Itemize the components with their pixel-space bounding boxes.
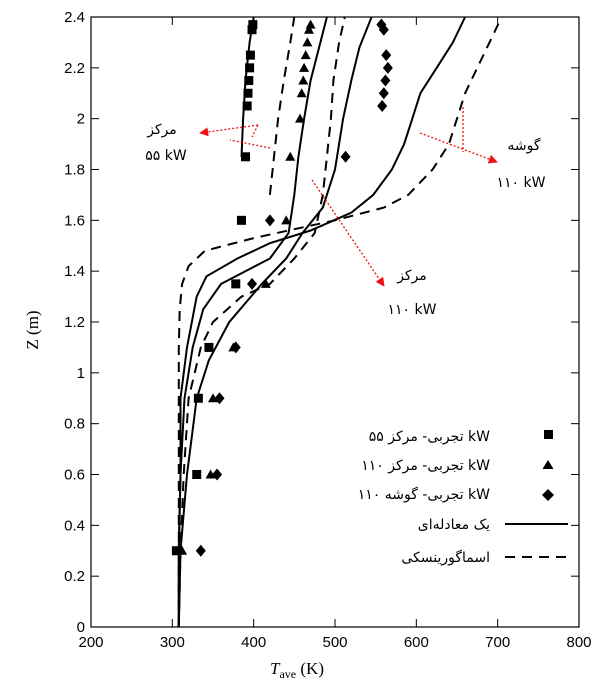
y-tick-label: 1.8 [64, 162, 85, 179]
data-point-diamond [195, 544, 206, 557]
legend-diamond-marker [542, 489, 554, 501]
curves-layer [177, 16, 503, 628]
data-point-square [247, 25, 257, 35]
annotation-center-55kw-line2: ۵۵ kW [145, 148, 187, 164]
data-point-square [245, 63, 255, 73]
y-tick-label: 2 [77, 111, 85, 128]
y-tick-label: 0.4 [64, 517, 85, 534]
data-point-diamond [214, 392, 225, 405]
arrow-center-110kw [311, 179, 385, 287]
y-tick-label: 0.2 [64, 568, 85, 585]
legend: تجربی- مرکز ۵۵ kW تجربی- مرکز ۱۱۰ kW تجر… [358, 429, 568, 566]
data-point-triangle [296, 88, 307, 98]
annotation-center-55kw-line1: مرکز [146, 122, 177, 138]
data-point-diamond [382, 61, 393, 74]
data-point-triangle [295, 113, 306, 123]
y-tick-label: 0.6 [64, 467, 85, 484]
data-point-square [241, 152, 251, 162]
data-point-square [171, 546, 181, 556]
legend-label-smagorinsky: اسماگورینسکی [401, 549, 490, 566]
y-tick-label: 1.4 [64, 263, 85, 280]
y-tick-label: 1 [77, 365, 85, 382]
x-tick-label: 400 [241, 634, 266, 651]
markers-layer [171, 18, 393, 557]
series-line-solid-2 [177, 16, 373, 628]
x-tick-label: 700 [485, 634, 510, 651]
legend-label-exp-center-55: تجربی- مرکز ۵۵ kW [369, 429, 490, 445]
data-point-square [231, 279, 241, 289]
data-point-triangle [260, 278, 271, 288]
data-point-triangle [298, 75, 309, 85]
y-tick-label: 0 [77, 619, 85, 636]
data-point-triangle [305, 19, 316, 29]
data-point-triangle [208, 393, 218, 403]
data-point-triangle [302, 37, 313, 47]
arrow-corner-110kw [419, 107, 497, 162]
x-tick-label: 800 [566, 634, 591, 651]
data-point-square [204, 342, 214, 352]
data-point-square [192, 470, 202, 479]
legend-triangle-marker [542, 460, 554, 469]
annotation-center-110kw-line1: مرکز [396, 268, 427, 284]
legend-square-marker [544, 430, 553, 439]
legend-label-one-equation: یک معادله‌ای [418, 517, 490, 533]
y-tick-label: 1.6 [64, 212, 85, 229]
series-line-dashed-4 [177, 16, 503, 627]
x-axis-title: Tave (K) [270, 659, 324, 681]
data-point-diamond [378, 87, 389, 100]
data-point-square [242, 101, 252, 111]
data-point-diamond [376, 18, 387, 31]
series-line-solid-0 [177, 16, 467, 627]
data-point-square [244, 76, 254, 86]
data-point-square [245, 50, 255, 60]
y-tick-label: 2.4 [64, 9, 85, 26]
y-tick-label: 1.2 [64, 314, 85, 331]
data-point-triangle [300, 50, 311, 60]
data-point-diamond [381, 49, 392, 62]
legend-label-exp-corner-110: تجربی- گوشه ۱۱۰ kW [358, 486, 490, 503]
data-point-square [236, 215, 246, 225]
data-point-diamond [377, 99, 388, 112]
annotation-center-110kw-line2: ۱۱۰ kW [388, 302, 437, 318]
data-point-triangle [281, 215, 292, 225]
data-point-square [243, 88, 253, 98]
y-tick-label: 0.8 [64, 416, 85, 433]
data-point-triangle [285, 151, 296, 161]
annotation-corner-110kw-line1: گوشه [507, 137, 540, 154]
series-line-dashed-6 [268, 16, 296, 196]
data-point-square [193, 393, 203, 403]
legend-label-exp-center-110: تجربی- مرکز ۱۱۰ kW [361, 458, 490, 474]
data-point-diamond [247, 277, 258, 290]
arrow-center-55kw-b [229, 139, 271, 149]
annotation-corner-110kw-line2: ۱۱۰ kW [497, 175, 546, 191]
annotation-arrows [200, 107, 497, 287]
data-point-diamond [340, 150, 351, 163]
data-point-diamond [380, 74, 391, 87]
data-point-square [248, 20, 258, 30]
series-line-solid-1 [177, 16, 328, 627]
data-point-diamond [264, 214, 275, 227]
ticks-layer: 200 300 400 500 600 700 800 0 0.2 0.4 0.6 0.8 1 1.2 1.… [64, 9, 591, 651]
x-tick-label: 300 [160, 634, 185, 651]
x-tick-label: 600 [404, 634, 429, 651]
x-tick-label: 200 [78, 634, 103, 651]
data-point-triangle [205, 469, 216, 479]
data-point-triangle [177, 545, 188, 555]
data-point-diamond [212, 468, 223, 481]
x-tick-label: 500 [322, 634, 347, 651]
y-axis-title: Z (m) [23, 310, 42, 349]
series-line-dashed-5 [177, 16, 346, 628]
data-point-triangle [299, 62, 310, 72]
data-point-triangle [303, 24, 314, 34]
y-tick-label: 2.2 [64, 60, 85, 77]
plot-frame [90, 16, 580, 628]
arrow-center-55kw [200, 125, 259, 137]
data-point-diamond [230, 341, 241, 354]
